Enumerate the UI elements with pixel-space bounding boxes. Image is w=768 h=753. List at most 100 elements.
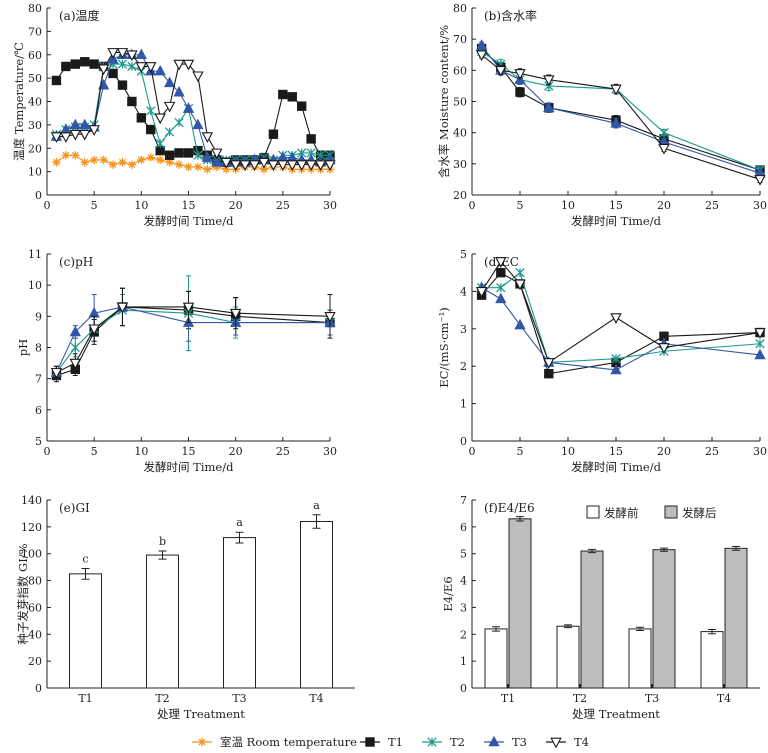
data-point <box>286 160 298 171</box>
data-point <box>164 150 175 160</box>
x-tick-label: 5 <box>517 445 524 458</box>
y-tick-label: 2 <box>460 360 467 373</box>
chart-panel-e: 0 20 40 60 80 100 120 140 T1 T2 T3 T4 (e)GI 处理 Treatm… <box>16 494 355 721</box>
y-tick-labels: 0 1 2 3 4 5 <box>460 248 476 448</box>
data-point <box>89 155 99 165</box>
data-point <box>155 138 165 149</box>
data-point <box>610 363 622 375</box>
series-bar_before <box>484 624 724 689</box>
data-point <box>50 132 63 143</box>
x-tick-label: T3 <box>232 692 246 705</box>
data-point <box>71 151 80 160</box>
data-point <box>163 101 176 113</box>
y-tick-label: 50 <box>28 72 42 85</box>
error-bar <box>588 548 596 554</box>
series-T4 <box>475 50 766 186</box>
data-point <box>211 156 223 167</box>
y-axis-label: EC/(mS·cm⁻¹) <box>437 307 451 388</box>
error-bar <box>312 514 321 529</box>
significance-letter: b <box>159 535 166 548</box>
x-tick-label: T1 <box>78 692 92 705</box>
data-point <box>154 64 166 76</box>
bar <box>146 554 179 689</box>
x-tick-label: 20 <box>229 445 243 458</box>
panel-title: (c)pH <box>59 255 93 269</box>
bar <box>628 628 652 689</box>
x-tick-label: 0 <box>44 445 51 458</box>
data-point <box>324 160 336 171</box>
legend-item-T3: T3 <box>484 735 527 749</box>
data-point <box>306 134 316 144</box>
data-point <box>495 65 507 77</box>
y-tick-label: 40 <box>453 127 467 140</box>
x-tick-label: 0 <box>44 199 51 212</box>
data-point <box>543 101 555 113</box>
data-point <box>212 162 221 172</box>
x-tick-label: 5 <box>91 445 98 458</box>
x-tick-label: 5 <box>91 199 98 212</box>
data-point <box>135 48 147 60</box>
y-tick-label: 11 <box>28 248 42 261</box>
data-point <box>127 96 137 107</box>
data-point <box>80 158 89 167</box>
y-tick-label: 10 <box>28 279 42 292</box>
data-point <box>184 162 193 172</box>
bar <box>300 520 333 689</box>
y-tick-label: 5 <box>460 548 467 561</box>
legend-label: T3 <box>512 735 527 749</box>
data-point <box>754 328 766 339</box>
y-tick-label: 70 <box>28 25 42 38</box>
error-bar <box>708 628 716 635</box>
panel-title: (e)GI <box>59 501 90 515</box>
series-line <box>56 51 330 166</box>
y-tick-label: 140 <box>21 494 42 507</box>
data-point <box>79 129 91 141</box>
y-tick-label: 6 <box>460 521 467 534</box>
panel-title: (a)温度 <box>59 8 100 23</box>
data-point <box>287 92 297 102</box>
data-point <box>174 148 184 158</box>
data-point <box>543 75 555 87</box>
legend-marker <box>550 737 562 749</box>
data-point <box>69 118 81 130</box>
x-tick-label: T4 <box>309 692 323 705</box>
data-point <box>544 368 554 379</box>
x-tick-label: T4 <box>717 692 731 705</box>
y-tick-label: 7 <box>35 373 42 386</box>
significance-letter: a <box>313 499 320 512</box>
y-tick-label: 60 <box>453 64 467 77</box>
x-tick-label: 0 <box>469 199 476 212</box>
x-tick-label: 15 <box>182 445 196 458</box>
data-point <box>314 160 327 171</box>
data-point <box>515 268 525 278</box>
data-point <box>495 292 507 304</box>
y-tick-label: 70 <box>453 33 467 46</box>
x-axis-label: 处理 Treatment <box>157 707 245 721</box>
x-tick-label: 0 <box>469 445 476 458</box>
y-axis-label: 温度 Temperature/℃ <box>12 42 26 161</box>
legend-label: 室温 Room temperature <box>220 735 357 749</box>
y-axis-label: 含水率 Moisture content/% <box>437 25 451 179</box>
y-tick-labels: 0 1 2 3 4 5 6 7 <box>460 494 476 695</box>
bar <box>700 631 724 689</box>
data-point <box>514 318 526 330</box>
data-point <box>495 257 507 268</box>
error-bar <box>235 531 244 544</box>
y-tick-label: 120 <box>21 521 42 534</box>
y-axis-label: E4/E6 <box>441 576 455 611</box>
data-point <box>277 160 289 171</box>
y-tick-labels: 0 20 40 60 80 100 120 140 <box>21 494 51 695</box>
y-tick-label: 5 <box>35 435 42 448</box>
y-tick-label: 0 <box>35 682 42 695</box>
data-point <box>754 175 766 186</box>
bar-group-T1: c <box>69 552 102 689</box>
y-tick-labels: 0 10 20 30 40 50 60 70 80 <box>28 2 51 202</box>
data-point <box>324 311 336 323</box>
x-tick-label: 30 <box>323 445 337 458</box>
error-bar <box>492 626 500 632</box>
y-tick-label: 40 <box>28 96 42 109</box>
data-point <box>99 155 108 165</box>
x-tick-label: 30 <box>753 445 767 458</box>
